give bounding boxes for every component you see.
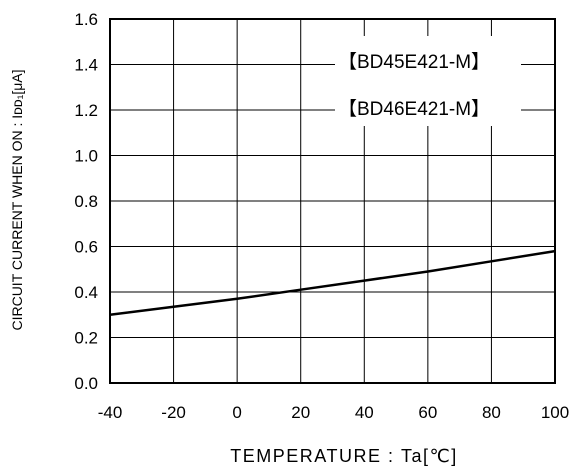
x-tick-label: -40 — [98, 403, 123, 422]
x-tick-label: 80 — [482, 403, 501, 422]
y-tick-labels: 0.0 0.2 0.4 0.6 0.8 1.0 1.2 1.4 1.6 — [74, 10, 98, 393]
y-tick-label: 1.6 — [74, 10, 98, 29]
x-tick-label: -20 — [161, 403, 186, 422]
x-tick-labels: -40 -20 0 20 40 60 80 100 — [98, 403, 569, 422]
series-layer — [109, 249, 556, 317]
plot-frame — [109, 18, 556, 384]
x-tick-label: 20 — [291, 403, 310, 422]
x-tick-label: 100 — [541, 403, 569, 422]
legend-box — [335, 36, 521, 126]
y-axis-title: CIRCUIT CURRENT WHEN ON : Iᴅᴅ₁[μA] — [9, 69, 25, 330]
x-tick-label: 0 — [232, 403, 241, 422]
series-line-0 — [109, 249, 556, 317]
y-tick-label: 1.2 — [74, 101, 98, 120]
y-tick-label: 1.0 — [74, 147, 98, 166]
x-tick-label: 60 — [418, 403, 437, 422]
x-tick-label: 40 — [355, 403, 374, 422]
annotation-bd46e421: 【BD46E421-M】 — [338, 98, 490, 120]
y-tick-label: 0.6 — [74, 238, 98, 257]
y-tick-label: 0.8 — [74, 192, 98, 211]
annotation-bd45e421: 【BD45E421-M】 — [338, 51, 490, 73]
y-tick-label: 0.4 — [74, 283, 98, 302]
y-tick-label: 0.0 — [74, 374, 98, 393]
y-tick-label: 1.4 — [74, 56, 98, 75]
y-tick-label: 0.2 — [74, 329, 98, 348]
x-axis-title: TEMPERATURE : Ta[℃] — [230, 446, 457, 466]
